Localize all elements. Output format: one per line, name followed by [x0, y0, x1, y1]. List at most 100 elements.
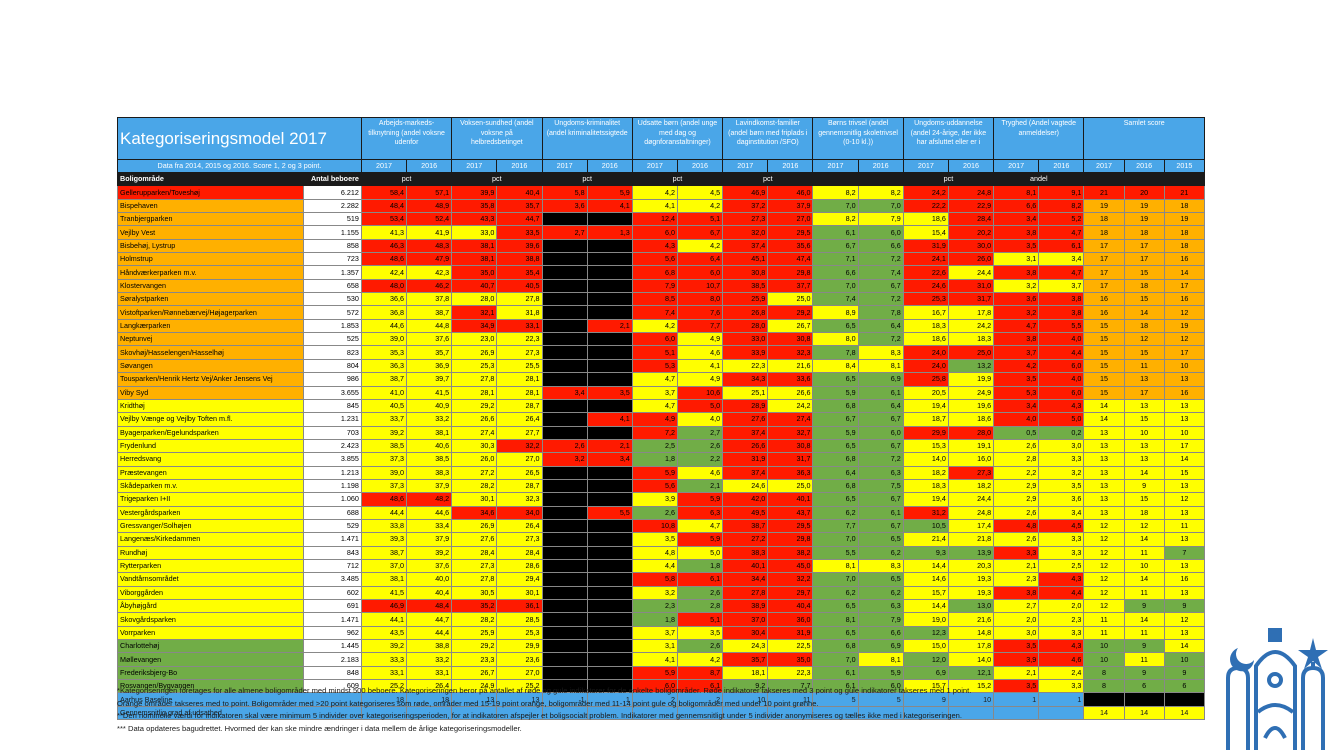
indicator-value: 4,4 — [1038, 345, 1085, 360]
indicator-value: 8,3 — [857, 558, 904, 574]
indicator-value: 4,1 — [631, 198, 678, 214]
baseline-value: 9 — [902, 692, 949, 707]
unit-label: pct — [360, 171, 453, 187]
indicator-value: 7,4 — [631, 305, 678, 320]
indicator-value: 7,7 — [767, 679, 814, 694]
indicator-value: 6,0 — [631, 332, 678, 347]
indicator-value: 6,0 — [631, 679, 678, 694]
area-name: Gressvanger/Solhøjen — [117, 518, 304, 534]
indicator-value: 6,1 — [857, 505, 904, 520]
indicator-value: 22,3 — [767, 665, 814, 681]
indicator-value: 25,1 — [722, 385, 769, 400]
indicator-value: 6,1 — [812, 665, 859, 681]
indicator-value: 40,5 — [360, 398, 408, 414]
column-header-row: Boligområde Antal beboere pct pct pct pc… — [117, 171, 1205, 187]
indicator-value: 26,7 — [767, 318, 814, 334]
score-value: 11 — [1163, 518, 1206, 534]
indicator-value: 44,7 — [406, 612, 453, 627]
indicator-value: 35,0 — [767, 652, 814, 667]
indicator-value: 32,2 — [767, 572, 814, 587]
indicator-value: 24,2 — [947, 318, 995, 334]
indicator-value: 7,8 — [812, 345, 859, 360]
score-value: 12 — [1083, 532, 1125, 547]
indicator-value: 39,0 — [360, 332, 408, 347]
residents-count: 848 — [302, 665, 362, 681]
table-row: Kridthøj 845 40,5 40,9 29,2 28,7 4,7 5,0 28,9 24,… — [117, 398, 1206, 414]
indicator-value: 25,5 — [496, 358, 543, 374]
indicator-value: 10,7 — [676, 278, 724, 294]
indicator-value: 4,1 — [631, 652, 678, 667]
indicator-value: 14,6 — [902, 572, 949, 587]
indicator-value: 30,4 — [722, 625, 769, 641]
indicator-value: 28,5 — [496, 612, 543, 627]
indicator-value: 30,8 — [767, 332, 814, 347]
indicator-value: 6,7 — [812, 238, 859, 254]
indicator-value: 44,4 — [406, 625, 453, 641]
indicator-value: 19,4 — [902, 398, 949, 414]
indicator-value: 48,2 — [406, 492, 453, 507]
residents-count: 3.655 — [302, 385, 362, 400]
categorization-table: Kategoriseringsmodel 2017 Arbejds-marked… — [117, 117, 1206, 721]
indicator-value: 39,9 — [451, 185, 498, 200]
score-value: 18 — [1163, 198, 1206, 214]
indicator-value: 13,0 — [947, 598, 995, 614]
indicator-value — [541, 652, 588, 667]
indicator-value: 5,9 — [631, 665, 678, 681]
indicator-value: 2,3 — [1038, 612, 1085, 627]
indicator-value: 4,6 — [676, 465, 724, 480]
indicator-value: 53,4 — [360, 212, 408, 227]
score-value: 19 — [1163, 318, 1206, 334]
indicator-value: 26,8 — [722, 305, 769, 320]
indicator-value — [541, 238, 588, 254]
indicator-value: 14,0 — [902, 452, 949, 467]
indicator-value: 37,0 — [360, 558, 408, 574]
score-value: 18 — [1123, 225, 1165, 240]
indicator-value: 3,6 — [541, 198, 588, 214]
score-value: 9 — [1163, 598, 1206, 614]
indicator-value — [586, 492, 633, 507]
indicator-value: 34,6 — [451, 505, 498, 520]
score-value: 14 — [1163, 639, 1206, 654]
average-empty — [406, 705, 453, 721]
city-seal-logo — [1226, 628, 1328, 750]
score-value: 13 — [1163, 478, 1206, 494]
indicator-value — [586, 625, 633, 641]
table-row: Rytterparken 712 37,0 37,6 27,3 28,6 4,4 1,8 40,… — [117, 558, 1206, 574]
indicator-value: 27,4 — [451, 425, 498, 440]
indicator-value: 33,6 — [767, 372, 814, 387]
indicator-value: 27,8 — [451, 372, 498, 387]
indicator-value: 44,1 — [360, 612, 408, 627]
indicator-value: 15,0 — [902, 639, 949, 654]
indicator-value: 28,0 — [451, 292, 498, 307]
indicator-value: 2,0 — [993, 612, 1040, 627]
indicator-value: 7,1 — [812, 252, 859, 267]
area-name: Søralystparken — [117, 292, 304, 307]
unit-label: andel — [993, 171, 1085, 187]
residents-count: 2.183 — [302, 652, 362, 667]
average-row: Gennemsnitlig grad af udsathed 14 14 14 — [117, 705, 1206, 721]
indicator-value: 4,8 — [631, 545, 678, 560]
baseline-row: Aarhus Baseline 18 18 13 13 1 1 2 2 10 11 5 5 9 10 1 1 — [117, 692, 1206, 707]
indicator-value: 27,8 — [496, 292, 543, 307]
indicator-value: 33,2 — [406, 412, 453, 427]
residents-count: 1.155 — [302, 225, 362, 240]
indicator-value: 24,4 — [947, 492, 995, 507]
header-row: Kategoriseringsmodel 2017 Arbejds-marked… — [117, 117, 1205, 160]
indicator-value: 27,8 — [451, 572, 498, 587]
indicator-value: 4,3 — [631, 238, 678, 254]
indicator-value: 7,0 — [812, 572, 859, 587]
residents-count: 2.282 — [302, 198, 362, 214]
indicator-value: 41,5 — [360, 585, 408, 601]
indicator-value: 37,4 — [722, 465, 769, 480]
indicator-value — [541, 398, 588, 414]
indicator-value: 29,9 — [902, 425, 949, 440]
indicator-value: 6,2 — [857, 545, 904, 560]
residents-count: 602 — [302, 585, 362, 601]
indicator-value: 4,7 — [993, 318, 1040, 334]
indicator-value: 3,3 — [1038, 545, 1085, 560]
indicator-value: 26,4 — [496, 412, 543, 427]
indicator-value: 6,8 — [812, 398, 859, 414]
indicator-value: 6,5 — [812, 372, 859, 387]
indicator-value: 44,7 — [496, 212, 543, 227]
table-row: Viby Syd 3.655 41,0 41,5 28,1 28,1 3,4 3,5 3,7 10… — [117, 385, 1206, 400]
